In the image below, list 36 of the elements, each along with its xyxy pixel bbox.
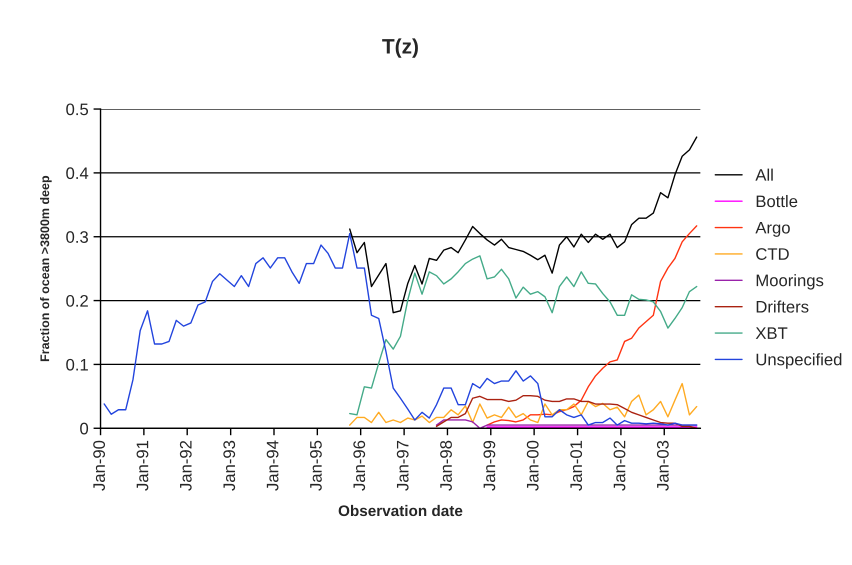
- y-tick-label: 0.5: [66, 103, 88, 116]
- x-tick-label: Jan-00: [526, 440, 539, 491]
- y-tick-label: 0.1: [66, 358, 88, 371]
- y-tick-label: 0: [80, 422, 88, 434]
- x-axis-title: Observation date: [338, 504, 462, 516]
- x-tick-label: Jan-91: [136, 440, 148, 491]
- x-tick-label: Jan-98: [440, 440, 452, 491]
- line-series: [349, 255, 698, 416]
- x-tick-label: Jan-97: [396, 440, 409, 491]
- chart-title: T(z): [382, 38, 418, 58]
- y-tick-label: 0.3: [66, 231, 88, 243]
- line-series: [349, 382, 698, 426]
- x-tick-label: Jan-01: [570, 440, 582, 491]
- legend-label: Bottle: [756, 194, 798, 208]
- y-tick-label: 0.2: [66, 294, 88, 307]
- x-tick-label: Jan-02: [614, 440, 626, 491]
- x-tick-label: Jan-96: [353, 440, 366, 491]
- x-tick-label: Jan-93: [223, 440, 236, 491]
- line-series: [104, 232, 698, 426]
- line-series: [436, 395, 698, 428]
- legend-label: Argo: [755, 222, 790, 237]
- x-tick-label: Jan-95: [310, 440, 322, 491]
- y-tick-label: 0.4: [66, 167, 88, 180]
- x-tick-label: Jan-03: [656, 440, 669, 491]
- legend-label: Unspecified: [756, 353, 842, 369]
- x-tick-label: Jan-99: [483, 440, 496, 491]
- line-series: [486, 225, 698, 426]
- legend-label: XBT: [756, 327, 788, 339]
- x-tick-label: Jan-92: [180, 440, 192, 491]
- y-axis-title: Fraction of ocean >3800m deep: [40, 176, 52, 362]
- legend-label: CTD: [756, 248, 789, 260]
- legend-label: All: [755, 168, 773, 181]
- legend-label: Moorings: [756, 274, 824, 290]
- x-tick-label: Jan-94: [266, 440, 278, 491]
- legend-label: Drifters: [756, 300, 808, 313]
- x-tick-label: Jan-90: [93, 440, 106, 491]
